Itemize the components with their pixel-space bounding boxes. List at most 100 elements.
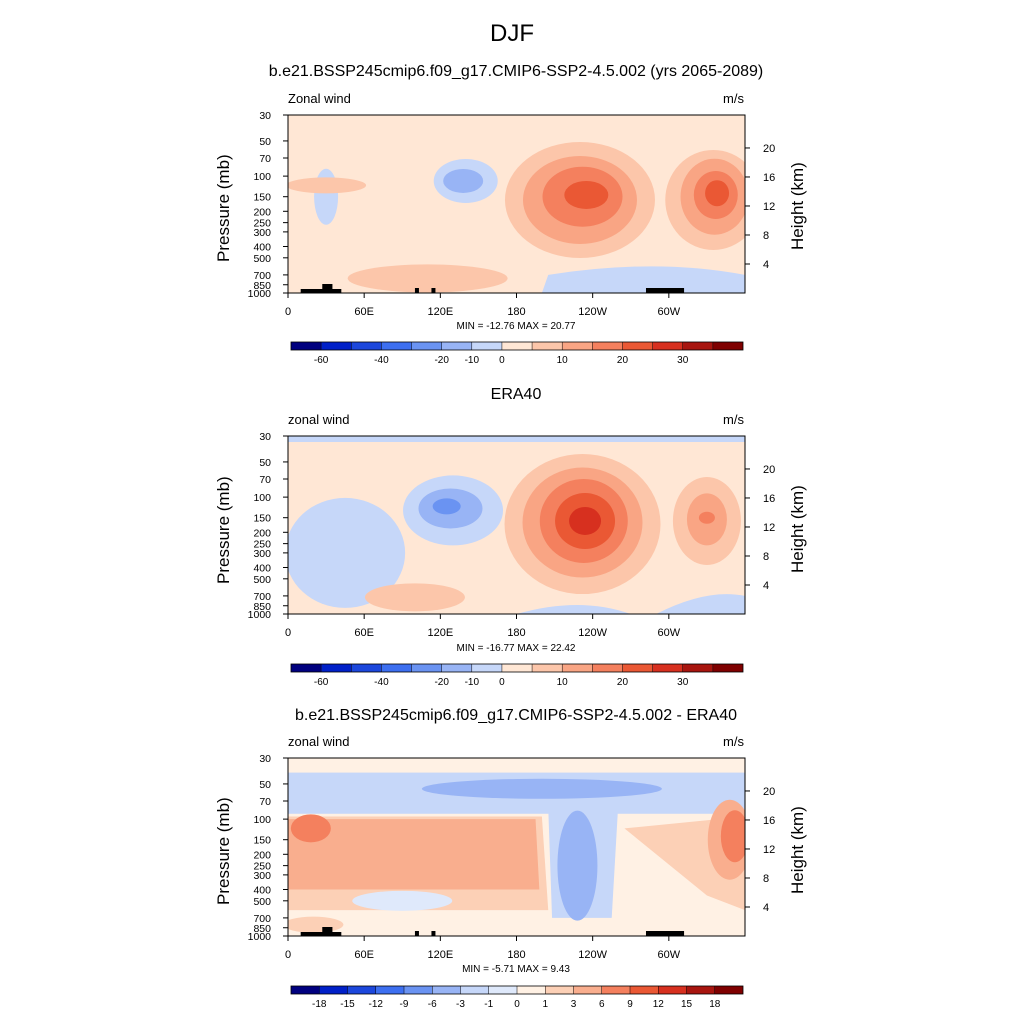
colorbar-swatch (622, 664, 653, 672)
y2-tick-label: 4 (763, 259, 769, 271)
field-contour (656, 594, 745, 614)
colorbar-swatch (319, 986, 348, 994)
colorbar-swatch (501, 664, 533, 672)
y2-tick-label: 12 (763, 201, 775, 213)
field-contour (288, 177, 367, 194)
x-tick-label: 120W (578, 949, 607, 961)
colorbar-label: 15 (681, 999, 693, 1010)
y-tick-label: 50 (259, 136, 271, 148)
panel-1-colorbar: -60 -40 -20 -10 0 10 20 30 (290, 341, 744, 366)
y-tick-label: 150 (253, 513, 271, 525)
x-tick-label: 60E (354, 949, 374, 961)
y2-tick-label: 8 (763, 551, 769, 563)
panel-1-minmax: MIN = -12.76 MAX = 20.77 (456, 321, 576, 332)
colorbar-swatch (712, 342, 743, 350)
colorbar-swatch (351, 342, 382, 350)
y-tick-label: 250 (253, 861, 271, 873)
colorbar-label: 3 (571, 999, 577, 1010)
y-tick-label: 200 (253, 849, 271, 861)
topography (300, 927, 685, 936)
y-tick-label: 700 (253, 913, 271, 925)
y-tick-label: 30 (259, 110, 271, 122)
colorbar-label: -1 (484, 999, 493, 1010)
y-tick-label: 1000 (248, 609, 272, 621)
field-contour (432, 498, 461, 515)
panel-3-minmax: MIN = -5.71 MAX = 9.43 (462, 964, 570, 975)
field-contour (421, 778, 662, 799)
colorbar-swatch (562, 664, 593, 672)
colorbar-swatch (488, 986, 517, 994)
colorbar-label: 0 (499, 677, 505, 688)
colorbar-label: -20 (434, 677, 449, 688)
y-tick-label: 30 (259, 753, 271, 765)
field-contour (569, 506, 602, 535)
colorbar-label: 10 (557, 677, 569, 688)
panel-1-left-label: Zonal wind (288, 91, 351, 106)
panel-1-units: m/s (723, 91, 744, 106)
field-contour (288, 497, 406, 608)
colorbar-swatch (411, 664, 442, 672)
field-contour (347, 264, 508, 293)
colorbar-label: 9 (627, 999, 633, 1010)
y-tick-label: 400 (253, 562, 271, 574)
x-tick-label: 60W (658, 627, 681, 639)
colorbar-swatch (460, 986, 489, 994)
colorbar-swatch (714, 986, 743, 994)
x-tick-label: 120E (427, 627, 453, 639)
colorbar-label: -18 (312, 999, 327, 1010)
colorbar-swatch (622, 342, 653, 350)
x-tick-label: 60E (354, 306, 374, 318)
y2-tick-label: 4 (763, 902, 769, 914)
colorbar-label: -20 (434, 355, 449, 366)
y-tick-label: 1000 (248, 931, 272, 943)
colorbar-swatch (375, 986, 404, 994)
y2-tick-label: 4 (763, 580, 769, 592)
colorbar-label: 12 (653, 999, 665, 1010)
field-contour (288, 436, 745, 442)
y2-tick-label: 16 (763, 815, 775, 827)
field-contour (290, 814, 331, 843)
y-tick-label: 300 (253, 548, 271, 560)
y-tick-label: 300 (253, 870, 271, 882)
y2-tick-label: 20 (763, 786, 775, 798)
colorbar-label: 30 (677, 677, 689, 688)
x-tick-label: 0 (285, 949, 291, 961)
field-contour (705, 180, 730, 207)
colorbar-swatch (471, 342, 502, 350)
field-contour (352, 890, 453, 911)
field-contour (720, 810, 745, 863)
y-tick-label: 150 (253, 835, 271, 847)
y-tick-label: 700 (253, 270, 271, 282)
y-tick-label: 400 (253, 884, 271, 896)
y2-tick-label: 16 (763, 172, 775, 184)
y2-tick-label: 20 (763, 143, 775, 155)
y-tick-label: 1000 (248, 288, 272, 300)
x-tick-label: 0 (285, 306, 291, 318)
y-tick-label: 250 (253, 539, 271, 551)
field-contour (698, 511, 715, 524)
colorbar-swatch (517, 986, 546, 994)
colorbar-label: 1 (542, 999, 548, 1010)
y2-tick-label: 20 (763, 464, 775, 476)
colorbar-swatch (682, 664, 713, 672)
colorbar-swatch (291, 986, 320, 994)
colorbar-swatch (381, 664, 412, 672)
field-contour (443, 168, 484, 193)
colorbar-swatch (347, 986, 376, 994)
colorbar-swatch (601, 986, 630, 994)
colorbar-frame (290, 663, 744, 673)
colorbar-swatch (682, 342, 713, 350)
field-contour (557, 810, 598, 921)
x-tick-label: 180 (507, 627, 525, 639)
y2-tick-label: 8 (763, 873, 769, 885)
colorbar-swatch (652, 664, 683, 672)
y2-tick-label: 12 (763, 844, 775, 856)
colorbar-swatch (291, 664, 322, 672)
colorbar-swatch (652, 342, 683, 350)
colorbar-label: 20 (617, 677, 629, 688)
field-contour (541, 266, 745, 293)
y-tick-label: 500 (253, 574, 271, 586)
